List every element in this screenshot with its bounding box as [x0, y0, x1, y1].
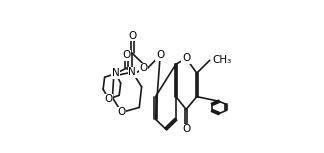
Text: O: O — [122, 50, 130, 60]
Text: O: O — [118, 107, 126, 117]
Text: O: O — [182, 53, 190, 63]
Text: O: O — [105, 94, 113, 104]
Text: O: O — [156, 50, 164, 60]
Text: N: N — [112, 69, 120, 78]
Text: O: O — [139, 63, 147, 73]
Text: CH₃: CH₃ — [212, 55, 231, 65]
Text: N: N — [128, 67, 136, 77]
Text: O: O — [128, 31, 136, 41]
Text: O: O — [182, 124, 190, 134]
